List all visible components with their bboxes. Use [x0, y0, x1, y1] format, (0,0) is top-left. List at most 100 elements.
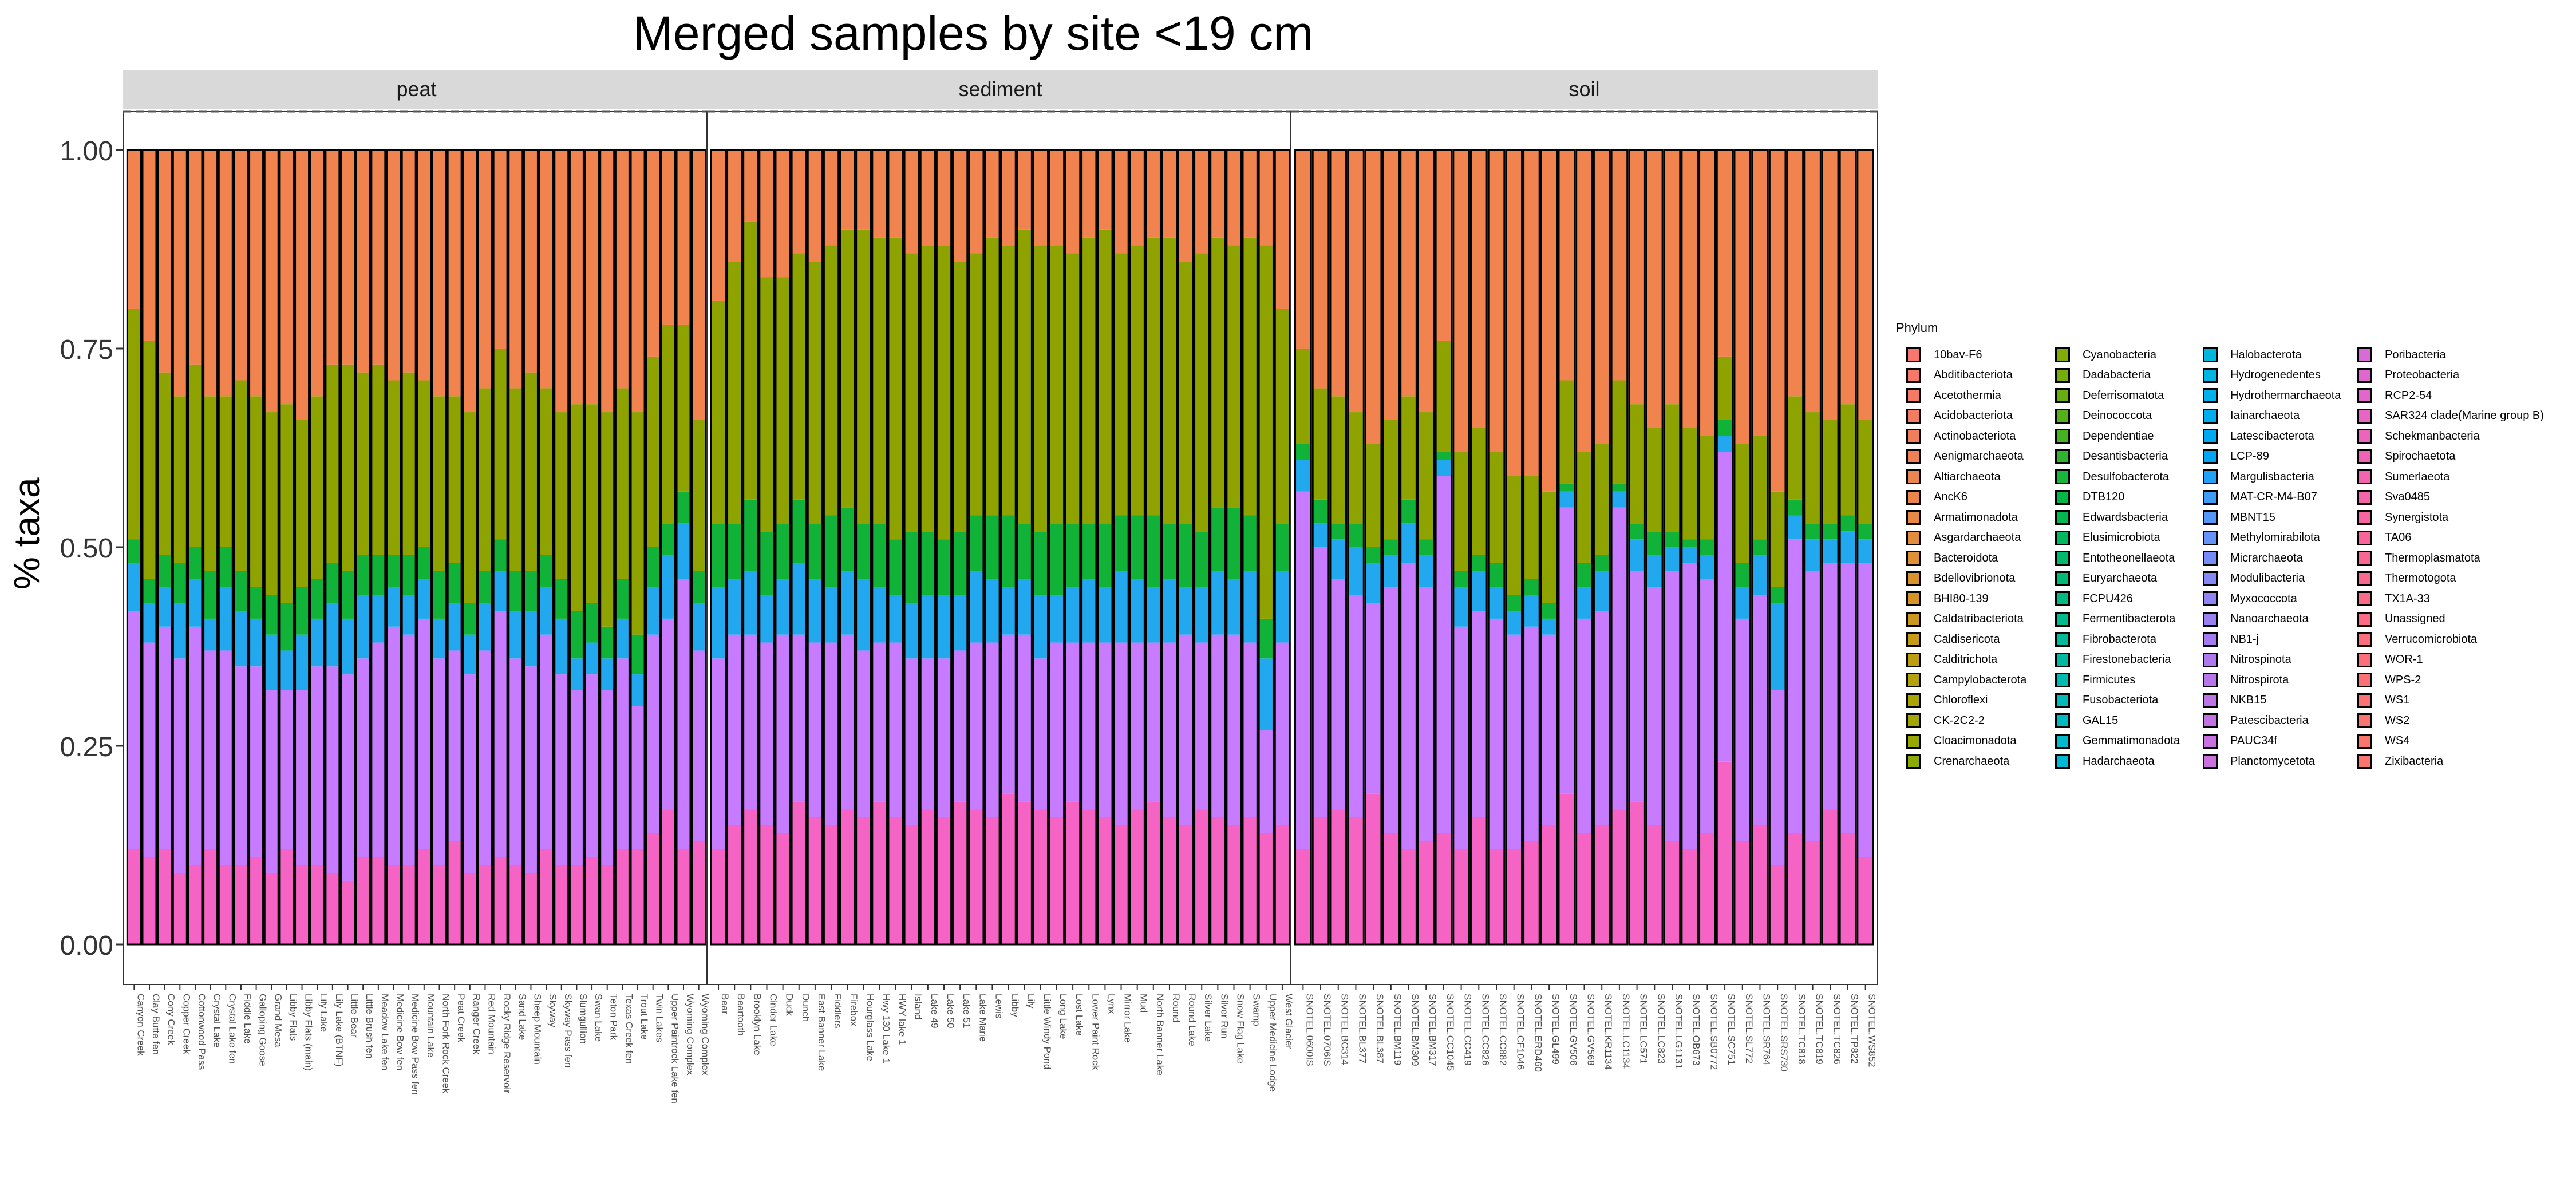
bar-segment-blue [1629, 539, 1645, 571]
legend-key [2055, 469, 2070, 484]
bar-segment-olive [1081, 237, 1096, 524]
bar-outline [758, 149, 775, 946]
legend-key [2203, 632, 2218, 647]
bar-segment-orange [127, 150, 141, 309]
legend-label: Aenigmarchaeota [1934, 450, 2024, 462]
legend-item: Nitrospinota [2203, 651, 2291, 669]
bar-segment-green [1113, 515, 1129, 571]
bar-segment-pink [1146, 801, 1161, 944]
bar-segment-pink [585, 857, 599, 944]
bar-segment-pink [677, 849, 691, 944]
legend-item: Planctomycetota [2203, 753, 2315, 770]
legend-item: 10bav-F6 [1906, 346, 1982, 363]
bar-segment-pink [1065, 801, 1080, 944]
bar-segment-purple [1226, 634, 1242, 825]
bar-segment-green [600, 626, 614, 659]
bar-segment-green [904, 531, 919, 603]
bar-segment-green [325, 563, 339, 603]
bar-segment-green [554, 579, 568, 619]
legend-item: Patescibacteria [2203, 712, 2309, 729]
bar-segment-green [1365, 547, 1381, 563]
bar-segment-pink [203, 849, 218, 944]
bar-segment-orange [677, 150, 691, 325]
bar-segment-green [1488, 563, 1504, 587]
bar-outline [1064, 149, 1081, 946]
bar-outline [599, 149, 615, 946]
bar-segment-blue [1348, 547, 1364, 595]
bar-segment-green [1664, 531, 1680, 547]
bar-segment-blue [325, 603, 339, 667]
bar-segment-blue [1113, 571, 1129, 643]
bar-segment-purple [1365, 603, 1381, 794]
bar-outline [538, 149, 554, 946]
legend-item: Abditibacteriota [1906, 367, 2013, 384]
bar-segment-olive [264, 412, 279, 595]
bar-segment-purple [1017, 634, 1032, 802]
x-tick-label: SNOTEL.TC819 [1814, 994, 1825, 1065]
bar-outline [1856, 149, 1874, 946]
bar-segment-olive [356, 372, 370, 555]
bar-segment-blue [692, 603, 706, 651]
bar-segment-pink [1769, 865, 1785, 944]
bar-segment-orange [1348, 150, 1364, 413]
bar-segment-olive [1699, 436, 1716, 540]
bar-segment-olive [325, 364, 339, 563]
legend-label: Hydrothermarchaeota [2230, 389, 2341, 402]
x-tick-label: SNOTEL.CC419 [1463, 994, 1473, 1066]
bar-segment-pink [402, 865, 416, 944]
bar-segment-green [840, 507, 855, 571]
bar-segment-orange [463, 150, 477, 413]
bar-segment-orange [1769, 150, 1785, 492]
legend-item: Dadabacteria [2055, 367, 2151, 384]
legend-item: Poribacteria [2357, 346, 2446, 363]
y-tick-label: 1.00 [60, 136, 113, 167]
bar-segment-olive [173, 396, 187, 563]
bar-segment-green [727, 523, 742, 579]
bar-segment-olive [1471, 428, 1487, 555]
x-tick-label: Cony Creek [166, 994, 177, 1045]
legend-item: AncK6 [1906, 489, 1967, 506]
bar-segment-orange [1383, 150, 1399, 420]
bar-segment-green [1646, 531, 1663, 555]
bar-segment-blue [173, 603, 187, 659]
legend-key [2203, 510, 2218, 525]
bar-segment-blue [402, 595, 416, 635]
bar-segment-olive [1348, 412, 1364, 524]
bar-segment-pink [1194, 809, 1209, 944]
bar-segment-orange [371, 150, 385, 365]
x-tick-label: Dunch [800, 994, 811, 1022]
bar-outline [1129, 149, 1145, 946]
bar-segment-purple [1541, 634, 1557, 825]
bar-segment-blue [386, 587, 401, 627]
legend-key [2357, 388, 2372, 403]
bar-segment-pink [1453, 849, 1469, 944]
x-tick-label: North Fork Rock Creek [440, 994, 451, 1093]
bar-segment-pink [417, 849, 431, 944]
bar-outline [1751, 149, 1769, 946]
bar-segment-olive [1194, 253, 1209, 532]
legend-label: Unassigned [2385, 612, 2445, 625]
bar-segment-green [1017, 523, 1032, 579]
bar-segment-purple [478, 650, 492, 865]
bar-segment-green [1210, 507, 1226, 571]
legend-key [1906, 530, 1921, 545]
x-tick-label: HWY lake 1 [897, 994, 908, 1045]
bar-segment-pink [142, 857, 156, 944]
legend-key [2357, 469, 2372, 484]
bar-outline [1610, 149, 1629, 946]
legend-key [2357, 652, 2372, 667]
bar-segment-orange [295, 150, 309, 420]
bar-segment-purple [188, 626, 202, 865]
bar-segment-green [402, 555, 416, 595]
legend-item: Verrucomicrobiota [2357, 631, 2477, 648]
bar-segment-purple [1065, 642, 1080, 802]
bar-segment-orange [1804, 150, 1821, 413]
legend-label: Nitrospinota [2230, 653, 2291, 666]
legend-item: Armatimonadota [1906, 509, 2018, 526]
bar-segment-blue [1594, 571, 1610, 611]
bar-segment-olive [585, 404, 599, 603]
bar-segment-blue [1471, 571, 1487, 611]
bar-segment-blue [1001, 587, 1016, 635]
bar-segment-purple [1400, 563, 1417, 849]
bar-segment-blue [371, 595, 385, 643]
